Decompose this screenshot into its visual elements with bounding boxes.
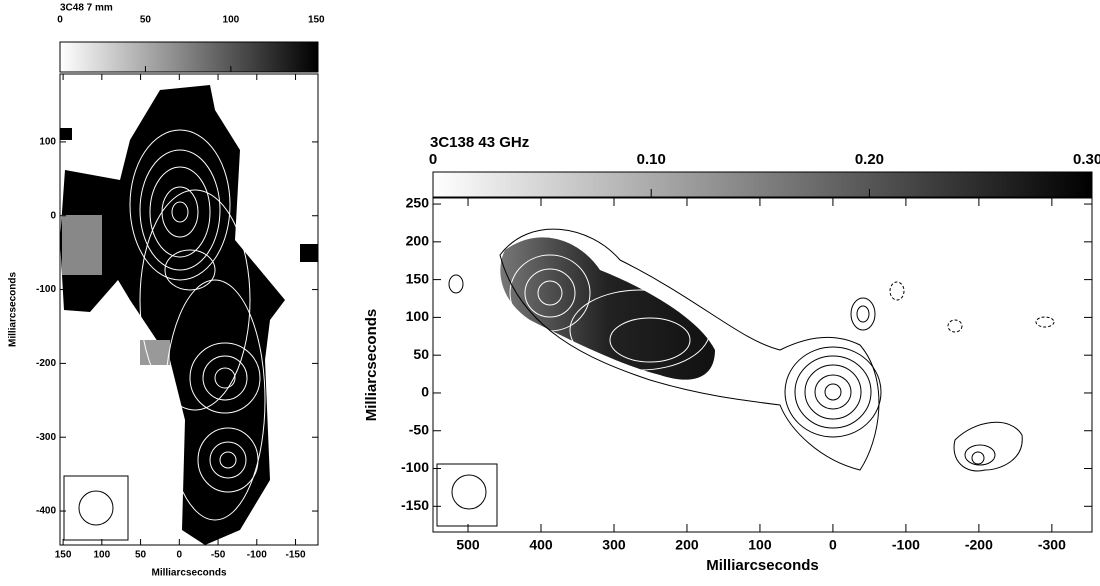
image-right bbox=[436, 228, 1055, 527]
y-tick-label: 50 bbox=[413, 346, 429, 362]
y-tick-label: -150 bbox=[401, 497, 429, 513]
y-axis-label: Milliarcseconds bbox=[363, 309, 380, 422]
y-tick-label: 100 bbox=[39, 137, 56, 148]
colorbar-tick-label: 50 bbox=[140, 15, 152, 26]
colorbar-tick-label: 100 bbox=[223, 15, 240, 26]
y-tick-label: -200 bbox=[36, 358, 56, 369]
plot-frame bbox=[59, 73, 319, 546]
x-tick-label: 50 bbox=[135, 550, 147, 561]
y-tick-label: 250 bbox=[406, 195, 430, 211]
y-tick-label: -400 bbox=[36, 506, 56, 517]
x-tick-label: -50 bbox=[211, 550, 226, 561]
chart-title: 3C138 43 GHz bbox=[430, 134, 529, 151]
x-tick-label: 200 bbox=[675, 537, 699, 553]
y-tick-label: 100 bbox=[406, 308, 430, 324]
colorbar bbox=[432, 171, 1093, 198]
y-axis-label: Milliarcseconds bbox=[8, 272, 19, 347]
y-tick-label: -300 bbox=[36, 432, 56, 443]
y-tick-label: 200 bbox=[406, 233, 430, 249]
x-tick-label: 0 bbox=[829, 537, 837, 553]
colorbar-tick-label: 0.10 bbox=[637, 151, 666, 168]
colorbar-tick-label: 0 bbox=[57, 15, 63, 26]
y-tick-label: -50 bbox=[409, 421, 429, 437]
colorbar-tick-label: 150 bbox=[308, 15, 325, 26]
x-tick-label: 500 bbox=[456, 537, 480, 553]
x-tick-label: -100 bbox=[892, 537, 920, 553]
y-tick-label: -100 bbox=[36, 284, 56, 295]
image-left bbox=[60, 85, 318, 545]
x-axis-label: Milliarcseconds bbox=[706, 557, 819, 574]
y-tick-label: 150 bbox=[406, 270, 430, 286]
plot-frame bbox=[432, 197, 1093, 533]
x-tick-label: -200 bbox=[965, 537, 993, 553]
colorbar-tick-label: 0.30 bbox=[1073, 151, 1100, 168]
y-tick-label: 0 bbox=[421, 384, 429, 400]
y-tick-label: -100 bbox=[401, 459, 429, 475]
colorbar-tick-label: 0.20 bbox=[855, 151, 884, 168]
x-tick-label: 300 bbox=[602, 537, 626, 553]
x-tick-label: 100 bbox=[93, 550, 110, 561]
x-tick-label: -300 bbox=[1038, 537, 1066, 553]
x-tick-label: 0 bbox=[177, 550, 183, 561]
chart-title: 3C48 7 mm bbox=[60, 3, 113, 14]
x-tick-label: 150 bbox=[55, 550, 72, 561]
y-tick-label: 0 bbox=[50, 210, 56, 221]
x-tick-label: -100 bbox=[247, 550, 267, 561]
x-tick-label: -150 bbox=[286, 550, 306, 561]
colorbar-tick-label: 0 bbox=[429, 151, 437, 168]
colorbar bbox=[59, 41, 319, 73]
x-tick-label: 100 bbox=[748, 537, 772, 553]
x-axis-label: Milliarcseconds bbox=[151, 568, 226, 579]
x-tick-label: 400 bbox=[529, 537, 553, 553]
